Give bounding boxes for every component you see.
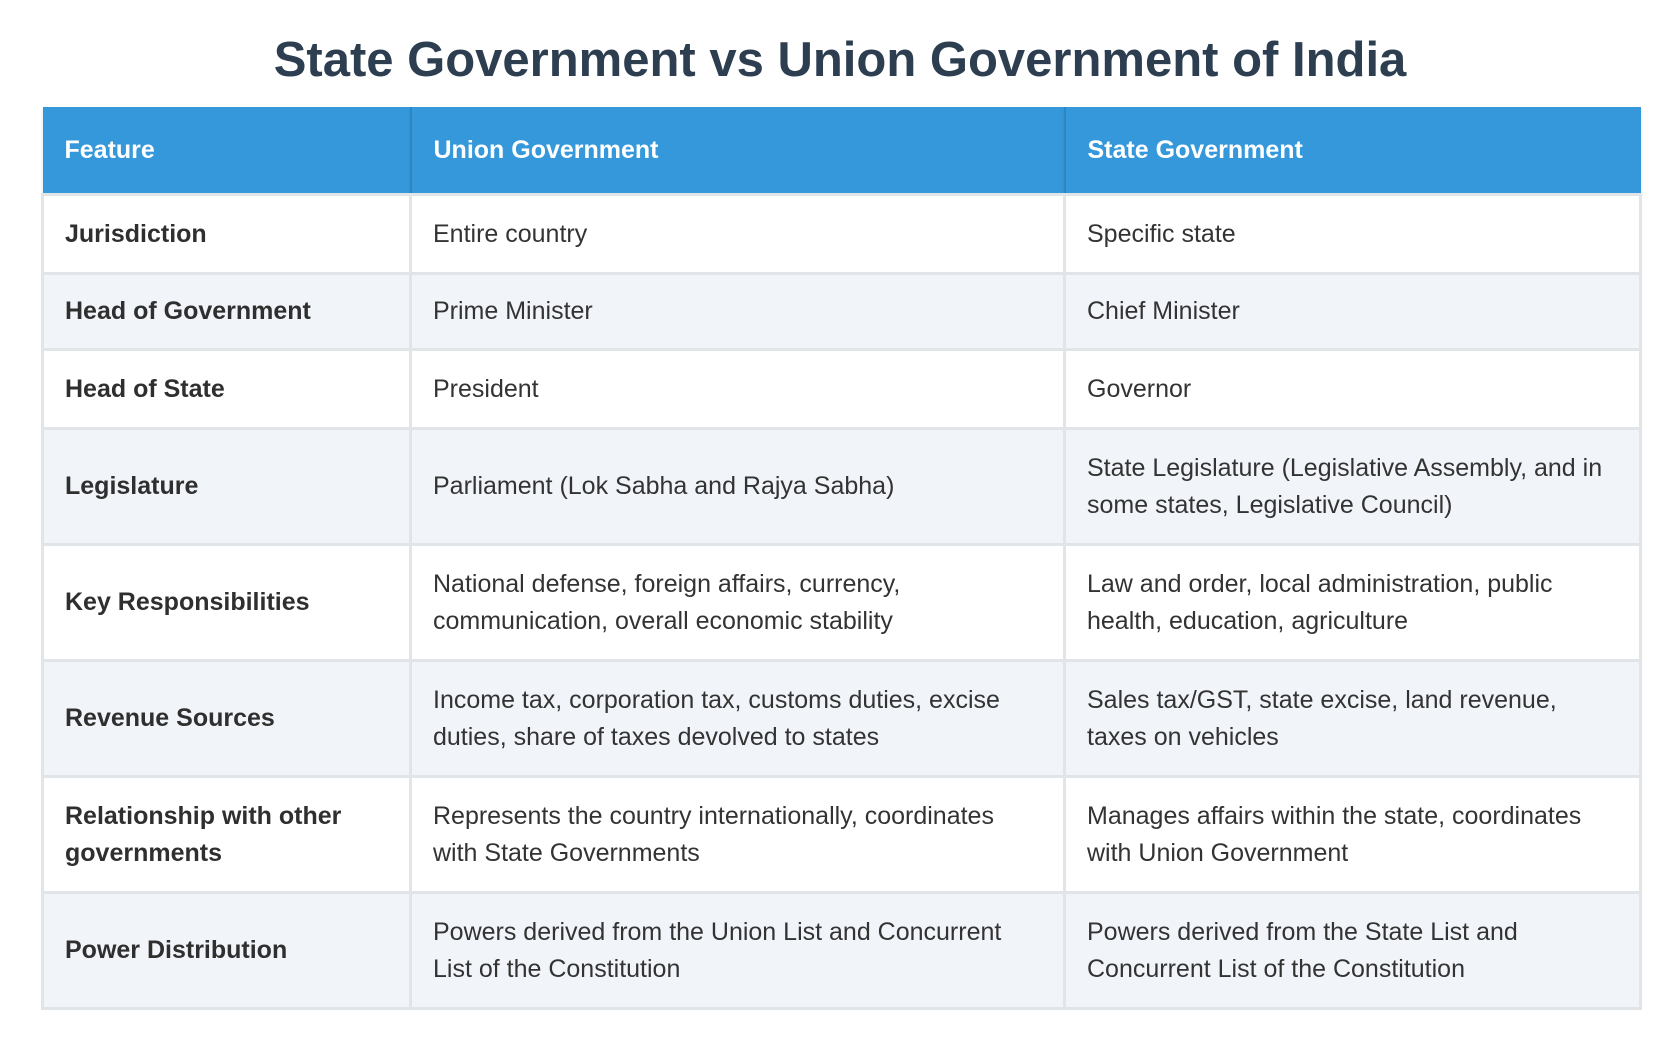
header-union-government: Union Government bbox=[410, 107, 1066, 195]
state-cell: Specific state bbox=[1063, 193, 1642, 275]
state-cell: Chief Minister bbox=[1063, 272, 1642, 351]
table-row: Head of State President Governor bbox=[41, 348, 1642, 430]
header-row: Feature Union Government State Governmen… bbox=[42, 107, 1641, 195]
union-cell: Prime Minister bbox=[409, 272, 1066, 351]
table-row: Revenue Sources Income tax, corporation … bbox=[41, 659, 1642, 778]
union-cell: National defense, foreign affairs, curre… bbox=[409, 543, 1066, 662]
union-cell: Represents the country internationally, … bbox=[409, 775, 1066, 894]
feature-cell: Head of Government bbox=[41, 272, 412, 351]
comparison-table: Feature Union Government State Governmen… bbox=[41, 107, 1642, 1010]
state-cell: State Legislature (Legislative Assembly,… bbox=[1063, 427, 1642, 546]
table-row: Relationship with other governments Repr… bbox=[41, 775, 1642, 894]
feature-cell: Revenue Sources bbox=[41, 659, 412, 778]
table-row: Head of Government Prime Minister Chief … bbox=[41, 272, 1642, 351]
state-cell: Manages affairs within the state, coordi… bbox=[1063, 775, 1642, 894]
table-row: Key Responsibilities National defense, f… bbox=[41, 543, 1642, 662]
page-title: State Government vs Union Government of … bbox=[273, 33, 1407, 87]
state-cell: Powers derived from the State List and C… bbox=[1063, 891, 1642, 1010]
table-row: Power Distribution Powers derived from t… bbox=[41, 891, 1642, 1010]
state-cell: Governor bbox=[1063, 348, 1642, 430]
feature-cell: Relationship with other governments bbox=[41, 775, 412, 894]
feature-cell: Jurisdiction bbox=[41, 193, 412, 275]
state-cell: Law and order, local administration, pub… bbox=[1063, 543, 1642, 662]
table-header: Feature Union Government State Governmen… bbox=[42, 107, 1641, 195]
union-cell: Entire country bbox=[409, 193, 1066, 275]
feature-cell: Head of State bbox=[41, 348, 412, 430]
feature-cell: Key Responsibilities bbox=[41, 543, 412, 662]
table-row: Legislature Parliament (Lok Sabha and Ra… bbox=[41, 427, 1642, 546]
header-feature: Feature bbox=[42, 107, 412, 195]
table-row: Jurisdiction Entire country Specific sta… bbox=[41, 193, 1642, 275]
union-cell: President bbox=[409, 348, 1066, 430]
feature-cell: Legislature bbox=[41, 427, 412, 546]
union-cell: Income tax, corporation tax, customs dut… bbox=[409, 659, 1066, 778]
header-state-government: State Government bbox=[1064, 107, 1641, 195]
feature-cell: Power Distribution bbox=[41, 891, 412, 1010]
state-cell: Sales tax/GST, state excise, land revenu… bbox=[1063, 659, 1642, 778]
union-cell: Parliament (Lok Sabha and Rajya Sabha) bbox=[409, 427, 1066, 546]
union-cell: Powers derived from the Union List and C… bbox=[409, 891, 1066, 1010]
table-body: Jurisdiction Entire country Specific sta… bbox=[41, 193, 1642, 1010]
